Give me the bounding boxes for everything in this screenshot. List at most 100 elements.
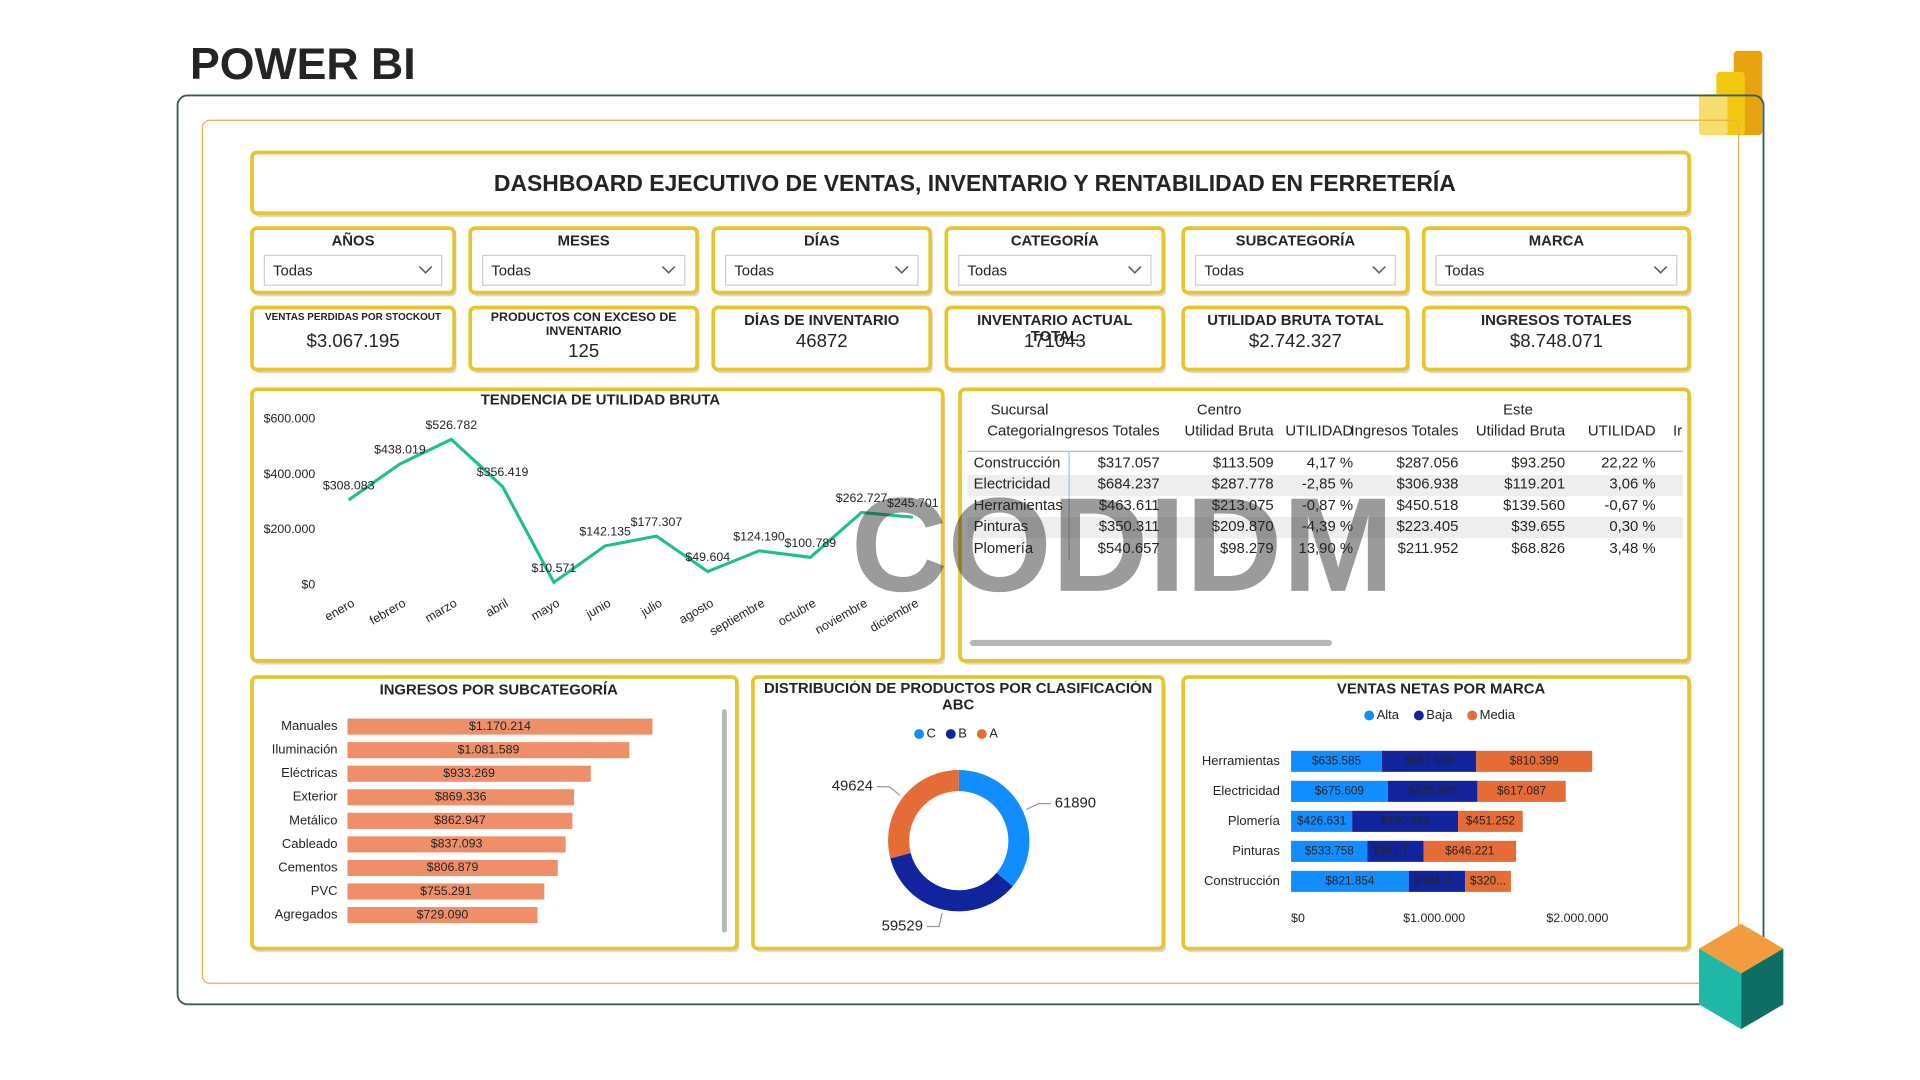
kpi-label: VENTAS PERDIDAS POR STOCKOUT (265, 312, 442, 323)
table-header: Utilidad Bruta (1476, 423, 1566, 439)
table-group-header: Este (1503, 402, 1533, 418)
chart-title-box: DISTRIBUCIÓN DE PRODUCTOS POR CLASIFICAC… (764, 681, 1152, 712)
data-label: $740.354 (1381, 814, 1431, 827)
table-cell: $68.826 (1511, 541, 1565, 557)
legend-label: B (958, 725, 967, 740)
data-label: $869.336 (435, 790, 487, 804)
bar (347, 836, 566, 853)
dropdown[interactable] (1435, 254, 1678, 286)
table-header: UTILIDAD (1285, 423, 1353, 439)
legend-label: Baja (1426, 707, 1453, 722)
watermark: CODIDM (851, 471, 1394, 620)
data-label: $1.170.214 (469, 719, 531, 733)
kpi-label-box: VENTAS PERDIDAS POR STOCKOUT (265, 312, 442, 323)
dropdown-value: Todas (491, 263, 531, 279)
data-label: $391.7... (1373, 844, 1419, 857)
table-cell: $223.405 (1396, 519, 1458, 535)
panel (250, 305, 456, 372)
table-cell: Construcción (974, 456, 1061, 472)
table-header: Categoria (987, 423, 1052, 439)
table-cell: $306.938 (1396, 477, 1458, 493)
table-cell: $287.778 (1212, 477, 1274, 493)
legend-label: C (927, 725, 936, 740)
panel (711, 305, 933, 372)
dropdown-value: Todas (1445, 263, 1485, 279)
dropdown[interactable] (263, 254, 443, 286)
panel (751, 675, 1166, 951)
table-cell: 13,90 % (1299, 541, 1354, 557)
data-label: $806.879 (427, 860, 479, 874)
bar-segment (1423, 840, 1517, 862)
data-label: $438.019 (374, 443, 426, 457)
data-label: $10.571 (531, 561, 576, 575)
bar-segment (1367, 840, 1424, 862)
bar-segment (1387, 780, 1478, 802)
inner-frame (201, 119, 1740, 984)
data-label: $862.947 (434, 813, 486, 827)
panel (944, 305, 1166, 372)
table-header: Utilidad Bruta (1185, 423, 1275, 439)
filter-label: SUBCATEGORÍA (1236, 233, 1356, 250)
kpi-label: DÍAS DE INVENTARIO (744, 312, 900, 329)
chart-title: INGRESOS POR SUBCATEGORÍA (380, 682, 619, 699)
data-label: $320... (1470, 874, 1506, 887)
data-label: $1.081.589 (457, 742, 519, 756)
dropdown[interactable] (725, 254, 919, 286)
data-label: $821.854 (1325, 874, 1375, 887)
scrollbar[interactable] (721, 709, 727, 933)
table-cell: $450.518 (1396, 498, 1458, 514)
data-label: $124.190 (733, 529, 785, 543)
data-label: $810.399 (1510, 754, 1559, 767)
x-tick-label: $1.000.000 (1403, 911, 1465, 925)
scrollbar[interactable] (969, 639, 1332, 647)
category-label: Cableado (282, 836, 338, 851)
table-cell: $463.611 (1099, 498, 1160, 514)
y-tick-label: $600.000 (264, 411, 316, 425)
table-cell: $113.509 (1213, 456, 1274, 472)
table-group-header: Centro (1197, 402, 1242, 418)
data-label: $533.758 (1305, 844, 1355, 857)
line (347, 437, 914, 585)
category-label: Metálico (289, 812, 337, 827)
table-cell: 3,06 % (1609, 477, 1655, 493)
x-tick-label: $0 (1291, 911, 1305, 925)
dropdown-value: Todas (273, 263, 313, 279)
data-label: $177.307 (631, 515, 683, 529)
legend-marker (1364, 710, 1375, 721)
dropdown-chevron (1372, 266, 1386, 274)
dropdown-value: Todas (1204, 263, 1244, 279)
data-label: $100.789 (784, 536, 836, 550)
dropdown-chevron (418, 266, 433, 274)
category-label: Cementos (278, 859, 338, 874)
data-label: $617.087 (1497, 784, 1546, 797)
bar (347, 789, 575, 806)
data-label: 59529 (882, 918, 923, 934)
data-label: $526.782 (425, 418, 477, 432)
x-tick-label: $2.000.000 (1546, 911, 1608, 925)
table-cell: $139.560 (1503, 498, 1565, 514)
dropdown[interactable] (958, 254, 1152, 286)
dashboard: DASHBOARD EJECUTIVO DE VENTAS, INVENTARI… (250, 150, 1692, 953)
panel (250, 150, 1691, 216)
data-label: $426.631 (1297, 814, 1346, 827)
dropdown[interactable] (481, 254, 686, 286)
kpi-label-box: INGRESOS TOTALES (1481, 312, 1632, 327)
kpi-label: PRODUCTOS CON EXCESO DE INVENTARIO (490, 312, 677, 338)
table-cell: $98.279 (1220, 541, 1274, 557)
dropdown[interactable] (1194, 254, 1396, 286)
data-label: $933.269 (443, 766, 495, 780)
bar (347, 742, 630, 759)
filter-label: AÑOS (332, 232, 375, 250)
legend-marker (1413, 710, 1424, 721)
legend-marker (914, 729, 925, 740)
kpi-value: $3.067.195 (307, 330, 400, 351)
bar-segment (1291, 750, 1383, 772)
kpi-value: $2.742.327 (1249, 330, 1342, 351)
donut-slice (888, 770, 959, 859)
bar (347, 812, 573, 829)
panel (250, 387, 945, 663)
table-cell: 22,22 % (1601, 456, 1656, 472)
category-label: PVC (311, 883, 338, 898)
